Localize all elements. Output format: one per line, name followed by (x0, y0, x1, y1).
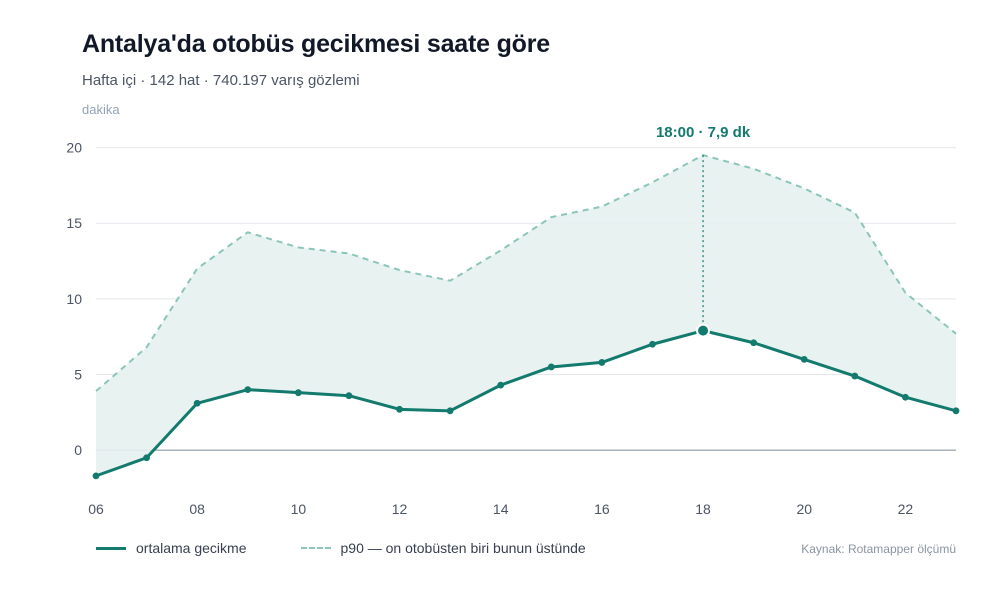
x-tick-label: 18 (695, 501, 711, 517)
mean-point (598, 359, 606, 366)
x-tick-label: 06 (88, 501, 104, 517)
mean-point (396, 405, 403, 413)
p90-line (95, 154, 957, 392)
legend-item-mean: ortalama gecikme (96, 540, 247, 556)
mean-point (244, 386, 252, 394)
p90-band-area (96, 155, 956, 476)
mean-point (345, 392, 353, 400)
mean-point (902, 393, 909, 401)
series-lines (94, 154, 958, 478)
y-tick-label: 20 (66, 140, 82, 156)
legend-label-p90: p90 — on otobüsten biri bunun üstünde (340, 540, 586, 556)
x-tick-label: 08 (189, 501, 205, 517)
legend-label-mean: ortalama gecikme (136, 540, 247, 556)
y-axis-unit-label: dakika (82, 102, 120, 117)
y-tick-label: 15 (66, 215, 82, 231)
mean-point (143, 454, 150, 462)
mean-point (649, 340, 656, 348)
legend-swatch-solid (96, 546, 126, 550)
mean-point (750, 339, 758, 347)
annotation-label: 18:00 · 7,9 dk (656, 124, 751, 141)
mean-point (92, 472, 100, 480)
chart-title: Antalya'da otobüs gecikmesi saate göre (82, 30, 550, 58)
mean-point (294, 389, 302, 397)
data-points (92, 323, 960, 480)
mean-point (952, 407, 960, 415)
mean-point (547, 363, 555, 371)
y-tick-label: 0 (74, 442, 82, 458)
x-tick-label: 10 (291, 501, 307, 517)
peak-annotation: 18:00 · 7,9 dk (656, 124, 751, 323)
x-tick-label: 12 (392, 501, 408, 517)
source-note: Kaynak: Rotamapper ölçümü (801, 542, 956, 556)
mean-point (497, 381, 505, 389)
x-tick-label: 22 (898, 501, 914, 517)
chart-subtitle: Hafta içi · 142 hat · 740.197 varış gözl… (82, 72, 360, 89)
y-tick-label: 5 (74, 367, 82, 383)
mean-point (851, 372, 859, 380)
mean-point (446, 407, 454, 415)
axis-labels: 0 5 10 15 20 06 08 10 12 14 16 18 20 22 (66, 140, 913, 517)
legend: ortalama gecikme p90 — on otobüsten biri… (96, 540, 640, 556)
x-tick-label: 20 (796, 501, 812, 517)
peak-point (696, 323, 711, 338)
legend-swatch-dashed (300, 547, 331, 549)
x-tick-label: 16 (594, 501, 610, 517)
legend-item-p90: p90 — on otobüsten biri bunun üstünde (300, 540, 586, 556)
y-tick-label: 10 (66, 291, 82, 307)
x-tick-label: 14 (493, 501, 509, 517)
mean-point (193, 399, 201, 407)
mean-line (94, 329, 958, 478)
p90-band (96, 155, 956, 476)
mean-point (800, 355, 808, 363)
